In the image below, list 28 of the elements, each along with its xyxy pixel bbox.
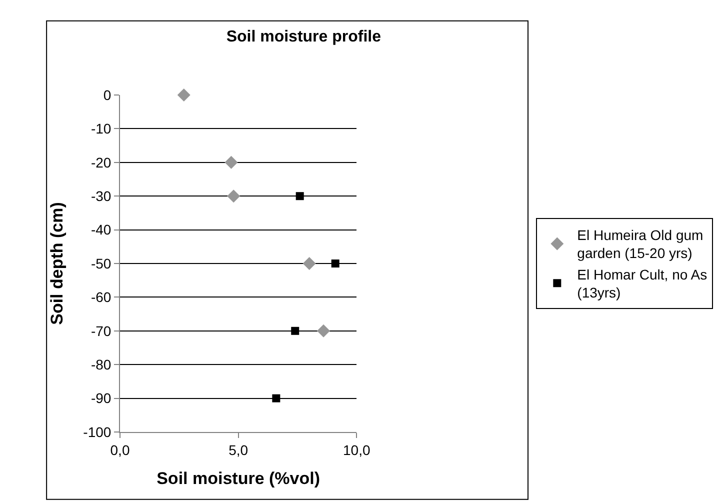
point: [296, 192, 304, 200]
point: [272, 394, 280, 402]
point: [177, 88, 190, 102]
y-tick-label: -80: [90, 356, 112, 372]
point: [302, 257, 316, 270]
point: [331, 260, 340, 268]
y-tick-label: -60: [90, 289, 112, 306]
x-tick-label: 0,0: [110, 442, 130, 458]
y-tick-label: -30: [90, 188, 112, 204]
y-tick-label: -50: [90, 255, 112, 272]
legend-label: El Homar Cult, no As (13yrs): [577, 266, 708, 301]
y-tick-label: -100: [83, 424, 112, 440]
y-tick-label: -40: [90, 222, 112, 238]
y-tick-label: -70: [90, 322, 112, 339]
y-tick-label: -20: [90, 154, 112, 170]
point: [227, 190, 240, 203]
x-tick-label: 5,0: [228, 442, 248, 458]
x-tick-label: 10,0: [343, 442, 370, 458]
point: [291, 326, 300, 335]
point: [224, 156, 238, 169]
chart-title: Soil moisture profile: [226, 28, 382, 46]
point: [317, 324, 330, 338]
x-axis-title: Soil moisture (%vol): [156, 469, 320, 488]
y-tick-label: 0: [103, 86, 112, 103]
legend-label: El Humeira Old gum garden (15-20 yrs): [577, 227, 704, 262]
y-tick-label: -90: [90, 390, 112, 406]
y-tick-label: -10: [90, 120, 112, 137]
y-axis-title: Soil depth (cm): [48, 202, 67, 325]
